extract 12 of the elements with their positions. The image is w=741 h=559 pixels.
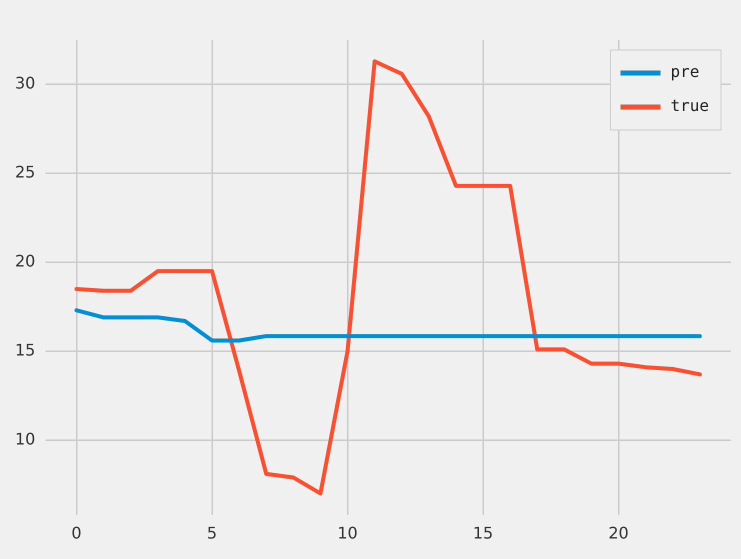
x-tick-label: 0 (71, 524, 82, 543)
legend-label: true (670, 96, 709, 116)
x-tick-label: 5 (206, 524, 218, 543)
y-tick-label: 30 (15, 74, 36, 93)
y-tick-label: 25 (15, 162, 36, 182)
legend-label: pre (670, 62, 700, 82)
x-tick-label: 20 (608, 524, 629, 543)
y-tick-label: 20 (15, 251, 36, 270)
x-tick-label: 15 (472, 524, 494, 543)
y-tick-label: 15 (15, 340, 36, 360)
x-tick-label: 10 (337, 524, 358, 543)
y-tick-label: 10 (15, 429, 36, 448)
